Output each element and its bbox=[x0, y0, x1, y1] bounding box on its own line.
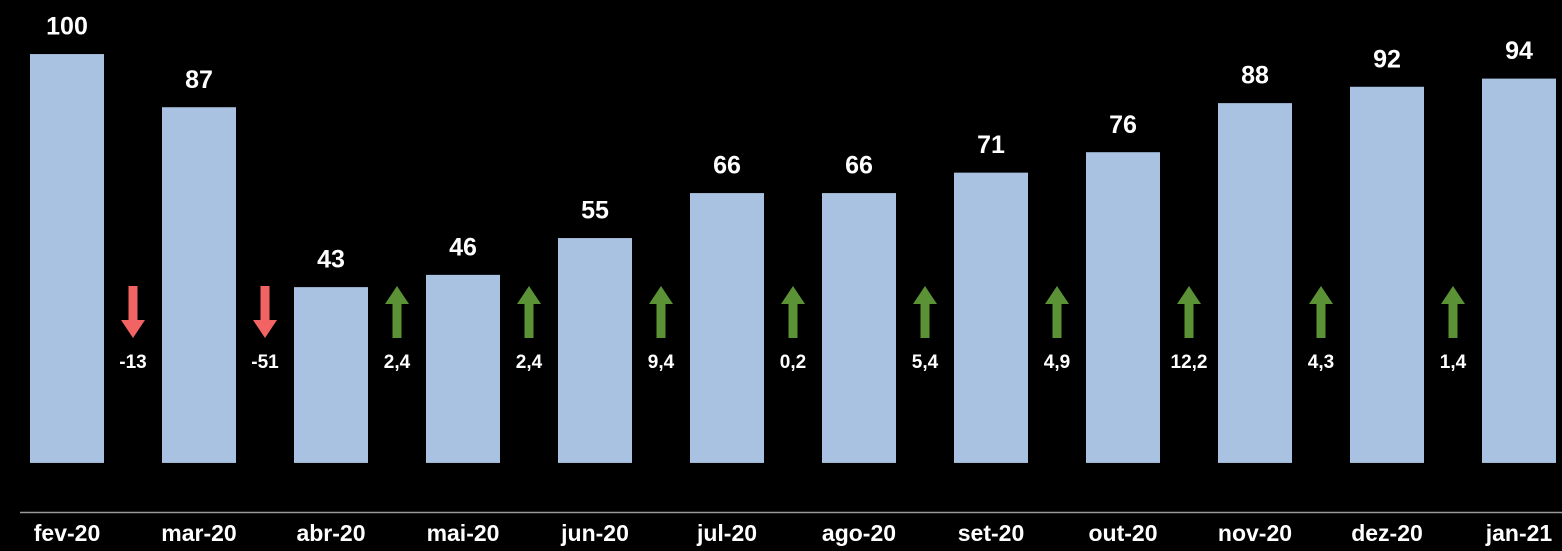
change-label: -51 bbox=[251, 352, 279, 373]
down-arrow bbox=[253, 286, 277, 338]
bar bbox=[1350, 86, 1424, 463]
up-arrow bbox=[781, 286, 805, 338]
bar bbox=[294, 287, 368, 463]
up-arrow bbox=[1309, 286, 1333, 338]
change-label: -13 bbox=[119, 352, 146, 373]
bar bbox=[690, 193, 764, 463]
value-label: 88 bbox=[1241, 62, 1269, 90]
change-label: 2,4 bbox=[516, 352, 543, 373]
value-label: 55 bbox=[581, 197, 609, 225]
up-arrow bbox=[1177, 286, 1201, 338]
x-tick-label: set-20 bbox=[958, 520, 1024, 546]
bar bbox=[30, 54, 104, 463]
change-label: 12,2 bbox=[1171, 352, 1208, 373]
up-arrow bbox=[913, 286, 937, 338]
value-label: 76 bbox=[1109, 111, 1137, 139]
x-tick-label: jul-20 bbox=[696, 520, 757, 546]
up-arrow bbox=[1045, 286, 1069, 338]
up-arrow bbox=[649, 286, 673, 338]
down-arrow bbox=[121, 286, 145, 338]
bar bbox=[1218, 103, 1292, 463]
x-tick-label: jan-21 bbox=[1485, 520, 1553, 546]
x-tick-label: out-20 bbox=[1089, 520, 1158, 546]
x-tick-label: nov-20 bbox=[1218, 520, 1292, 546]
value-label: 92 bbox=[1373, 45, 1401, 73]
bar bbox=[558, 238, 632, 463]
value-label: 100 bbox=[46, 13, 88, 41]
bar bbox=[426, 274, 500, 463]
up-arrow bbox=[385, 286, 409, 338]
change-label: 0,2 bbox=[780, 352, 806, 373]
change-label: 2,4 bbox=[384, 352, 411, 373]
x-tick-label: jun-20 bbox=[560, 520, 629, 546]
x-tick-label: abr-20 bbox=[296, 520, 365, 546]
bar bbox=[822, 193, 896, 463]
value-label: 94 bbox=[1505, 37, 1533, 65]
bar bbox=[1482, 78, 1556, 463]
value-label: 66 bbox=[845, 152, 873, 180]
up-arrow bbox=[517, 286, 541, 338]
value-label: 87 bbox=[185, 66, 213, 94]
up-arrow bbox=[1441, 286, 1465, 338]
change-label: 1,4 bbox=[1440, 352, 1467, 373]
value-label: 46 bbox=[449, 233, 477, 261]
x-tick-label: fev-20 bbox=[34, 520, 100, 546]
value-label: 43 bbox=[317, 246, 345, 274]
x-tick-label: mar-20 bbox=[161, 520, 236, 546]
change-label: 5,4 bbox=[912, 352, 939, 373]
change-label: 9,4 bbox=[648, 352, 675, 373]
value-label: 66 bbox=[713, 152, 741, 180]
x-tick-label: mai-20 bbox=[427, 520, 500, 546]
value-label: 71 bbox=[977, 131, 1005, 159]
change-label: 4,3 bbox=[1308, 352, 1334, 373]
change-label: 4,9 bbox=[1044, 352, 1070, 373]
x-tick-label: dez-20 bbox=[1351, 520, 1423, 546]
bar bbox=[954, 172, 1028, 463]
bar bbox=[1086, 152, 1160, 463]
x-tick-label: ago-20 bbox=[822, 520, 896, 546]
bar bbox=[162, 107, 236, 463]
